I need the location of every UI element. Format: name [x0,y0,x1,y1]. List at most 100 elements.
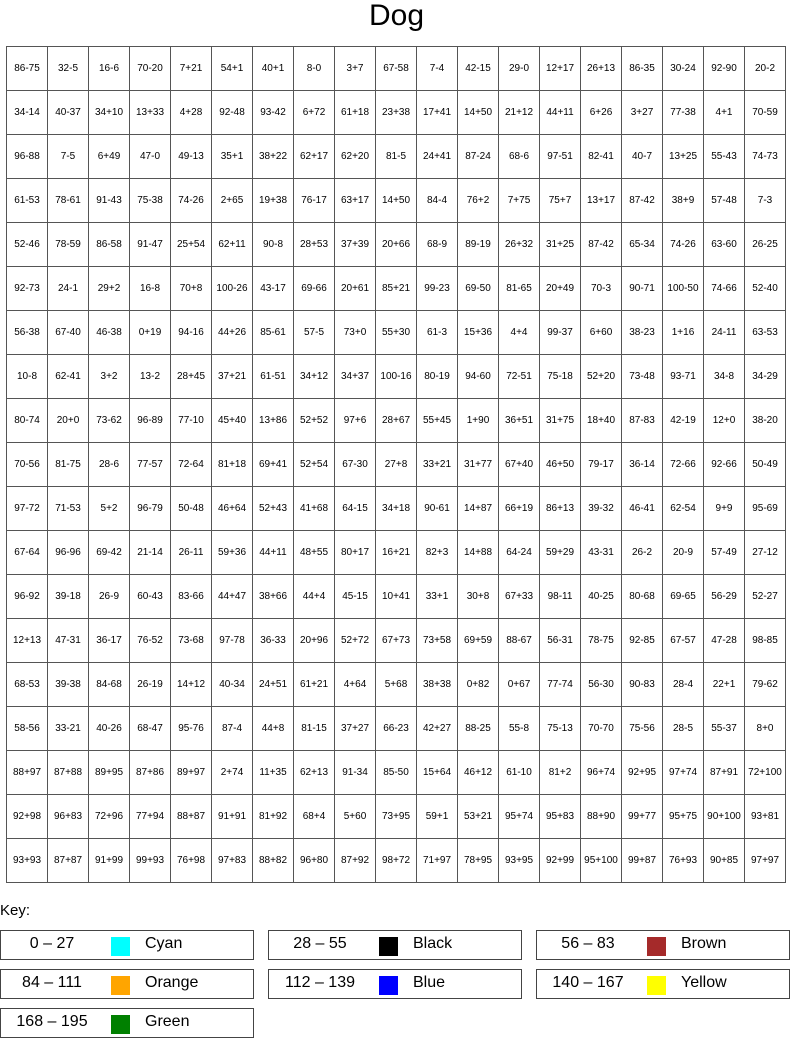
grid-cell: 78-61 [47,178,89,223]
grid-cell: 68-6 [498,134,540,179]
key-range: 112 – 139 [285,974,355,991]
grid-cell: 9+9 [703,486,745,531]
grid-cell: 13+25 [662,134,704,179]
grid-cell: 52+52 [293,398,335,443]
grid-cell: 64-15 [334,486,376,531]
grid-cell: 44+11 [252,530,294,575]
grid-cell: 28+67 [375,398,417,443]
grid-row: 58-56 33-21 40-26 68-47 95-76 87-4 44+8 81-15 37… [6,706,786,751]
grid-cell: 92-85 [621,618,663,663]
grid-cell: 61-3 [416,310,458,355]
grid-cell: 56-31 [539,618,581,663]
grid-cell: 14+87 [457,486,499,531]
grid-cell: 55-8 [498,706,540,751]
grid-cell: 20+66 [375,222,417,267]
grid-row: 86-75 32-5 16-6 70-20 7+21 54+1 40+1 8-0 3+7 67-5… [6,46,786,91]
grid-cell: 72-64 [170,442,212,487]
grid-cell: 60-43 [129,574,171,619]
grid-cell: 23+38 [375,90,417,135]
grid-cell: 16-6 [88,46,130,91]
grid-cell: 44+47 [211,574,253,619]
grid-cell: 14+88 [457,530,499,575]
grid-cell: 92-73 [6,266,48,311]
grid-cell: 86-35 [621,46,663,91]
grid-cell: 91-34 [334,750,376,795]
grid-cell: 70-70 [580,706,622,751]
grid-cell: 96-88 [6,134,48,179]
grid-cell: 91+91 [211,794,253,839]
grid-cell: 77-74 [539,662,581,707]
grid-cell: 78-59 [47,222,89,267]
key-item-yellow: 140 – 167 Yellow [536,969,790,999]
grid-cell: 27-12 [744,530,786,575]
grid-cell: 4+28 [170,90,212,135]
grid-cell: 87-83 [621,398,663,443]
grid-row: 88+97 87+88 89+95 87+86 89+97 2+74 11+35 62+13 9… [6,750,786,795]
grid-cell: 61-10 [498,750,540,795]
color-swatch [111,937,130,956]
grid-cell: 100-16 [375,354,417,399]
grid-cell: 13+33 [129,90,171,135]
grid-cell: 71+97 [416,838,458,883]
grid-cell: 38+66 [252,574,294,619]
grid-cell: 73-68 [170,618,212,663]
grid-cell: 75+7 [539,178,581,223]
grid-cell: 55-37 [703,706,745,751]
grid-cell: 7+21 [170,46,212,91]
grid-row: 61-53 78-61 91-43 75-38 74-26 2+65 19+38 76-17 6… [6,178,786,223]
grid-cell: 68-53 [6,662,48,707]
grid-cell: 70-56 [6,442,48,487]
grid-cell: 95+74 [498,794,540,839]
grid-cell: 34+10 [88,90,130,135]
grid-cell: 95+100 [580,838,622,883]
grid-cell: 26-25 [744,222,786,267]
grid-cell: 57-48 [703,178,745,223]
grid-cell: 55-43 [703,134,745,179]
key-item-blue: 112 – 139 Blue [268,969,522,999]
grid-row: 68-53 39-38 84-68 26-19 14+12 40-34 24+51 61+21… [6,662,786,707]
color-swatch [647,976,666,995]
grid-cell: 62-54 [662,486,704,531]
grid-cell: 30-24 [662,46,704,91]
grid-cell: 98+72 [375,838,417,883]
grid-row: 96-88 7-5 6+49 47-0 49-13 35+1 38+22 62+17 62+20… [6,134,786,179]
grid-cell: 81+2 [539,750,581,795]
grid-cell: 58-56 [6,706,48,751]
grid-cell: 91+99 [88,838,130,883]
grid-row: 92+98 96+83 72+96 77+94 88+87 91+91 81+92 68+4 5… [6,794,786,839]
grid-cell: 92-90 [703,46,745,91]
grid-cell: 67-57 [662,618,704,663]
grid-cell: 55+45 [416,398,458,443]
grid-cell: 99+77 [621,794,663,839]
grid-cell: 85+21 [375,266,417,311]
grid-cell: 84-68 [88,662,130,707]
grid-cell: 94-60 [457,354,499,399]
grid-cell: 2+74 [211,750,253,795]
grid-cell: 33+1 [416,574,458,619]
grid-cell: 46+50 [539,442,581,487]
grid-cell: 74-26 [170,178,212,223]
grid-cell: 89-19 [457,222,499,267]
grid-cell: 29+2 [88,266,130,311]
key-range: 56 – 83 [561,935,615,952]
key-item-green: 168 – 195 Green [0,1008,254,1038]
grid-cell: 75-38 [129,178,171,223]
grid-cell: 74-66 [703,266,745,311]
grid-cell: 76-52 [129,618,171,663]
grid-cell: 69-50 [457,266,499,311]
puzzle-grid: 86-75 32-5 16-6 70-20 7+21 54+1 40+1 8-0 3+7 67-5… [6,46,786,883]
grid-cell: 34+12 [293,354,335,399]
grid-cell: 7-4 [416,46,458,91]
grid-cell: 97-78 [211,618,253,663]
grid-cell: 93+93 [6,838,48,883]
key-color-name: Yellow [681,974,727,991]
grid-cell: 14+50 [457,90,499,135]
grid-cell: 28-6 [88,442,130,487]
grid-cell: 3+27 [621,90,663,135]
grid-cell: 31+25 [539,222,581,267]
grid-cell: 85-61 [252,310,294,355]
grid-cell: 24-1 [47,266,89,311]
grid-cell: 56-30 [580,662,622,707]
grid-cell: 48+55 [293,530,335,575]
grid-cell: 62+13 [293,750,335,795]
